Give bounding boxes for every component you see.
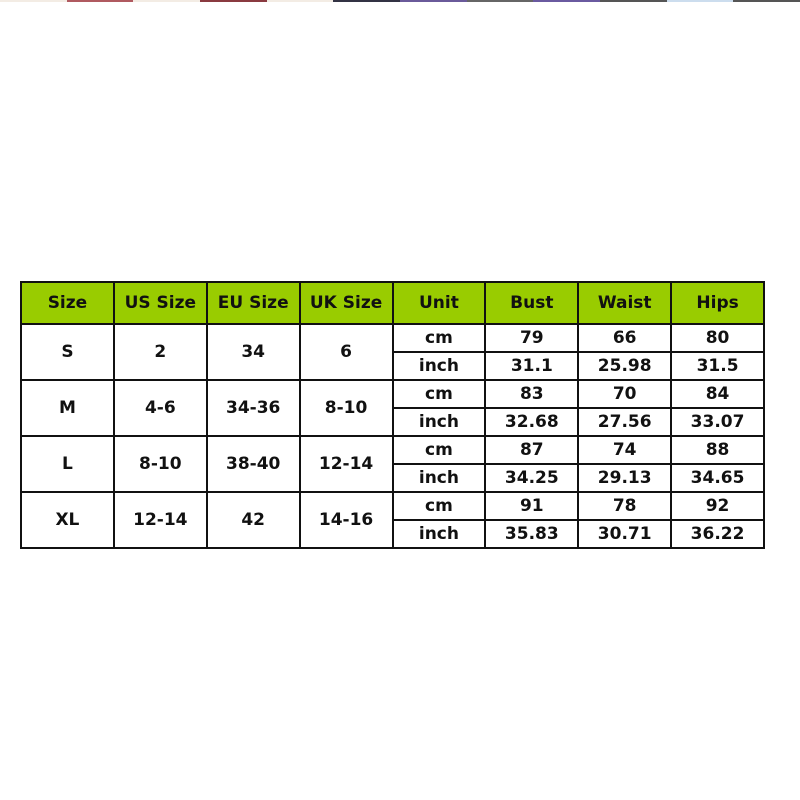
cell-us: 4-6 [112,379,208,437]
table-row: L 8-10 38-40 12-14 cm 87 74 88 [20,435,765,493]
table-row: inch 35.83 30.71 36.22 [21,519,765,549]
table-row: XL 12-14 42 14-16 cm 91 78 92 [20,491,765,549]
cell-us: 12-14 [112,491,208,549]
column-header: US Size [112,281,208,325]
cell-unit: cm [391,435,487,465]
size-chart-table: Size US Size EU Size UK Size Unit Bust Waist Hi… [20,281,765,549]
cell-eu: 38-40 [205,435,301,493]
cell-unit: cm [391,491,487,521]
cell-size: M [20,379,115,437]
cell-measure: 31.5 [670,351,765,381]
cell-measure: 70 [577,379,673,409]
cell-unit: inch [391,519,487,549]
cell-unit: cm [391,379,487,409]
table-row: inch 31.1 25.98 31.5 [21,351,765,381]
column-header: Waist [577,281,673,325]
table-row: inch 32.68 27.56 33.07 [21,407,765,437]
cell-measure: 34.65 [670,463,765,493]
cell-uk: 12-14 [298,435,394,493]
cell-eu: 34 [205,323,301,381]
cell-unit: inch [391,351,487,381]
cell-unit: inch [391,463,487,493]
table-row: M 4-6 34-36 8-10 cm 83 70 84 [20,379,765,437]
cell-measure: 27.56 [577,407,673,437]
cell-measure: 33.07 [670,407,765,437]
cell-measure: 88 [670,435,765,465]
cell-uk: 14-16 [298,491,394,549]
cell-measure: 29.13 [577,463,673,493]
column-header: Unit [391,281,487,325]
column-header: Hips [670,281,765,325]
cell-us: 8-10 [112,435,208,493]
cell-eu: 42 [205,491,301,549]
header-row: Size US Size EU Size UK Size Unit Bust Waist Hi… [20,281,765,325]
cell-measure: 79 [484,323,580,353]
cell-uk: 8-10 [298,379,394,437]
cell-measure: 25.98 [577,351,673,381]
cell-measure: 66 [577,323,673,353]
column-header: EU Size [205,281,301,325]
cell-measure: 30.71 [577,519,673,549]
cell-measure: 78 [577,491,673,521]
column-header: Bust [484,281,580,325]
column-header: Size [20,281,115,325]
cell-measure: 35.83 [484,519,580,549]
cell-measure: 91 [484,491,580,521]
cell-uk: 6 [298,323,394,381]
cell-measure: 34.25 [484,463,580,493]
table-row: S 2 34 6 cm 79 66 80 [20,323,765,381]
cell-measure: 87 [484,435,580,465]
cell-size: XL [20,491,115,549]
top-image-strip [0,0,800,2]
cell-unit: inch [391,407,487,437]
cell-measure: 74 [577,435,673,465]
cell-eu: 34-36 [205,379,301,437]
cell-measure: 32.68 [484,407,580,437]
cell-measure: 31.1 [484,351,580,381]
cell-measure: 80 [670,323,765,353]
cell-measure: 83 [484,379,580,409]
cell-measure: 92 [670,491,765,521]
cell-us: 2 [112,323,208,381]
column-header: UK Size [298,281,394,325]
cell-size: L [20,435,115,493]
cell-measure: 36.22 [670,519,765,549]
cell-size: S [20,323,115,381]
table-row: inch 34.25 29.13 34.65 [21,463,765,493]
cell-unit: cm [391,323,487,353]
cell-measure: 84 [670,379,765,409]
